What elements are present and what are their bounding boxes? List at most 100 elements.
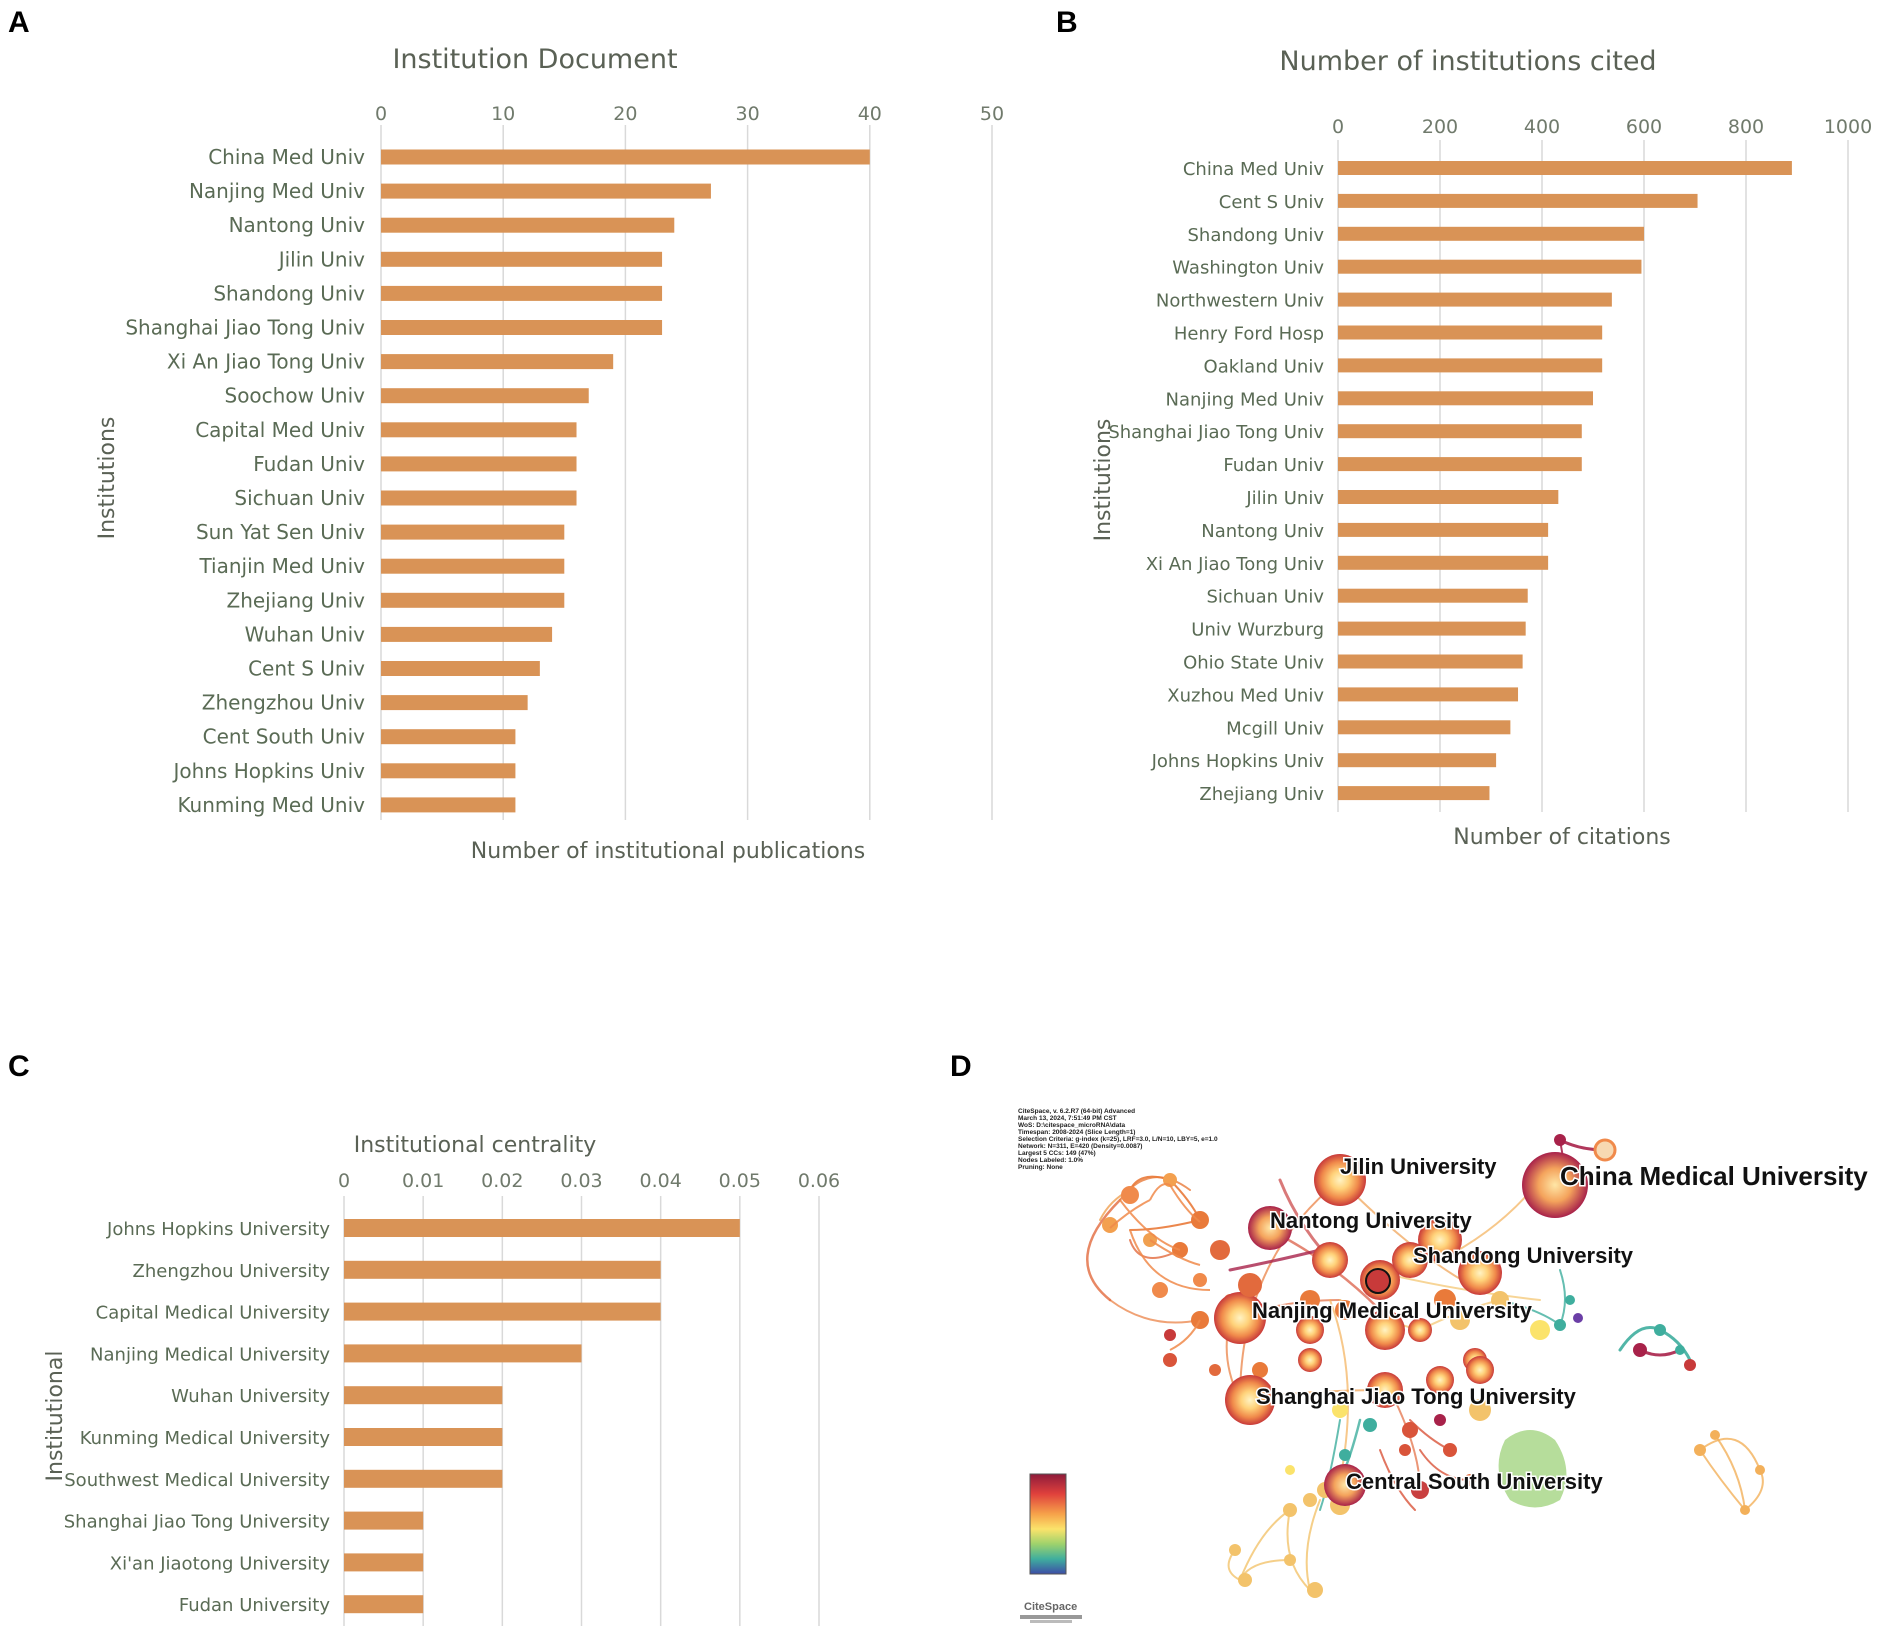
chart-c-y-axis-title: Institutional <box>43 1351 68 1482</box>
bar <box>381 320 663 335</box>
category-label: Zhejiang Univ <box>227 588 366 612</box>
bar <box>381 149 870 165</box>
network-year-legend <box>1029 1473 1067 1575</box>
x-tick-label: 50 <box>980 103 1004 125</box>
bar <box>381 285 663 301</box>
chart-b-categories: China Med Univ Cent S Univ Shandong Univ Wa… <box>1108 159 1324 805</box>
bar <box>1338 424 1582 439</box>
network-label-nantong: Nantong University <box>1270 1208 1472 1233</box>
category-label: China Med Univ <box>208 145 365 169</box>
category-label: Kunming Medical University <box>80 1428 331 1449</box>
x-tick-label: 10 <box>491 103 515 125</box>
category-label: Sun Yat Sen Univ <box>196 520 365 544</box>
network-cluster-blob <box>1498 1430 1567 1508</box>
category-label: Shanghai Jiao Tong University <box>64 1512 331 1533</box>
collaboration-network: CiteSpace, v. 6.2.R7 (64-bit) Advanced M… <box>1018 1108 1870 1623</box>
category-label: Univ Wurzburg <box>1191 620 1324 641</box>
network-info-line: Network: N=311, E=420 (Density=0.0087) <box>1018 1143 1142 1150</box>
category-label: Jilin Univ <box>277 247 365 271</box>
bar <box>381 354 614 370</box>
category-label: Fudan Univ <box>253 452 365 476</box>
bar <box>344 1595 424 1614</box>
chart-a-categories: China Med Univ Nanjing Med Univ Nantong Un… <box>125 145 365 817</box>
category-label: Shandong Univ <box>1187 225 1324 246</box>
category-label: Xi An Jiao Tong Univ <box>167 350 365 374</box>
x-tick-label: 40 <box>858 103 882 125</box>
node-nanjing <box>1365 1268 1391 1294</box>
network-info-line: CiteSpace, v. 6.2.R7 (64-bit) Advanced <box>1018 1108 1135 1115</box>
bar <box>344 1344 582 1363</box>
bar <box>381 661 540 676</box>
chart-c-title: Institutional centrality <box>354 1133 597 1158</box>
x-tick-label: 0.04 <box>640 1170 682 1192</box>
chart-institution-document: Institution Document Number of instituti… <box>95 44 1004 864</box>
category-label: Shandong Univ <box>213 281 365 305</box>
category-label: Wuhan University <box>171 1386 330 1407</box>
network-info-block: CiteSpace, v. 6.2.R7 (64-bit) Advanced M… <box>1018 1108 1218 1171</box>
bar <box>344 1553 424 1572</box>
x-tick-label: 600 <box>1626 116 1662 138</box>
category-label: Tianjin Med Univ <box>198 554 365 578</box>
bar <box>381 422 577 438</box>
category-label: Nantong Univ <box>1201 521 1324 542</box>
bar <box>344 1428 503 1446</box>
chart-c-categories: Johns Hopkins University Zhengzhou Univer… <box>64 1219 331 1616</box>
node-shanghai-2 <box>1367 1372 1403 1408</box>
category-label: Capital Med Univ <box>195 418 365 442</box>
bar <box>1338 391 1593 406</box>
network-info-line: Pruning: None <box>1018 1164 1063 1171</box>
category-label: Fudan University <box>179 1595 331 1616</box>
network-label-china-medical: China Medical University <box>1560 1161 1868 1191</box>
network-labels: Jilin University China Medical Universit… <box>1251 1153 1870 1496</box>
node-nantong <box>1248 1206 1292 1250</box>
chart-b-x-axis-title: Number of citations <box>1453 825 1671 850</box>
category-label: Southwest Medical University <box>64 1470 330 1491</box>
bar <box>1338 621 1526 636</box>
bar <box>1338 555 1549 570</box>
bar <box>381 217 675 233</box>
x-tick-label: 30 <box>736 103 760 125</box>
category-label: Soochow Univ <box>225 384 366 408</box>
category-label: Sichuan Univ <box>234 486 365 510</box>
chart-institutions-cited: Number of institutions cited Number of c… <box>1091 46 1872 850</box>
node-shanghai <box>1225 1375 1275 1425</box>
bar <box>344 1302 661 1321</box>
panel-label-c: C <box>8 1050 30 1083</box>
category-label: Nanjing Med Univ <box>189 179 365 203</box>
network-info-line: Nodes Labeled: 1.0% <box>1018 1157 1083 1164</box>
bar <box>381 490 577 506</box>
network-label-nanjing-medical: Nanjing Medical University <box>1252 1298 1533 1323</box>
panel-label-a: A <box>8 6 30 39</box>
bar <box>381 763 516 779</box>
node-shandong-2 <box>1458 1251 1502 1295</box>
bar <box>1338 161 1792 175</box>
chart-b-ticks: 0 200 400 600 800 1000 <box>1332 116 1872 138</box>
bar <box>1338 193 1698 208</box>
x-tick-label: 20 <box>613 103 637 125</box>
network-label-shanghai-jiao-tong: Shanghai Jiao Tong University <box>1256 1384 1577 1409</box>
category-label: Xuzhou Med Univ <box>1167 685 1324 706</box>
bar <box>381 524 565 540</box>
category-label: Johns Hopkins University <box>106 1219 330 1240</box>
network-label-shandong: Shandong University <box>1413 1243 1634 1268</box>
bar <box>1338 588 1528 603</box>
category-label: Jilin Univ <box>1245 488 1324 509</box>
category-label: Zhejiang Univ <box>1199 784 1324 805</box>
node-cluster <box>1335 1300 1355 1320</box>
network-info-line: WoS: D:\citespace_microRNA\data <box>1018 1122 1126 1129</box>
bar <box>1338 490 1559 504</box>
network-major-nodes <box>1214 1152 1588 1506</box>
bar <box>1338 259 1642 274</box>
chart-institutional-centrality: Institutional centrality Institutional 0… <box>43 1133 840 1626</box>
bar <box>381 592 565 608</box>
bar <box>381 626 553 642</box>
network-left-cluster <box>1109 1183 1211 1351</box>
bar <box>381 797 516 813</box>
category-label: Nantong Univ <box>229 213 366 237</box>
node-nanjing-cluster <box>1312 1242 1348 1278</box>
category-label: China Med Univ <box>1183 159 1324 180</box>
bar <box>1338 325 1603 340</box>
node-cluster <box>1300 1290 1320 1310</box>
bar <box>381 558 565 574</box>
